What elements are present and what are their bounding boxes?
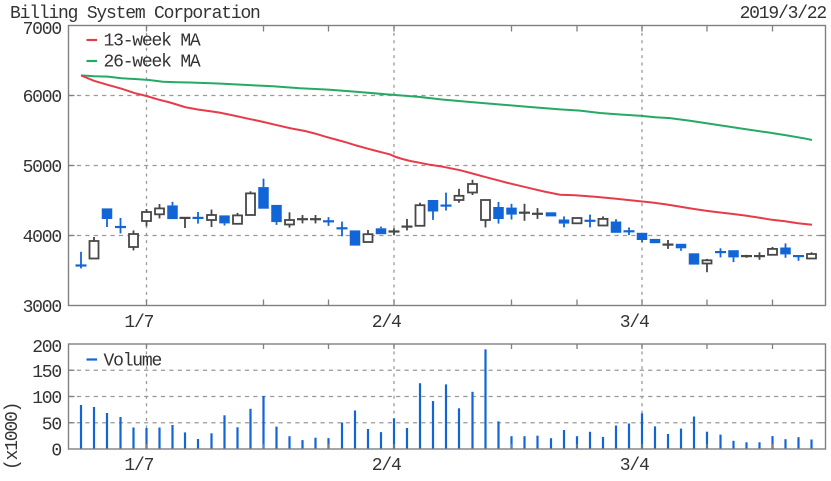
- svg-text:Billing System Corporation: Billing System Corporation: [10, 4, 260, 24]
- svg-text:150: 150: [32, 363, 61, 383]
- svg-text:0: 0: [51, 442, 61, 462]
- svg-text:2019/3/22: 2019/3/22: [740, 4, 827, 24]
- svg-text:3/4: 3/4: [620, 313, 649, 333]
- svg-text:2/4: 2/4: [372, 313, 401, 333]
- svg-text:50: 50: [42, 415, 62, 435]
- svg-text:Volume: Volume: [104, 352, 162, 372]
- svg-text:13-week MA: 13-week MA: [104, 32, 201, 52]
- svg-text:2/4: 2/4: [372, 456, 401, 476]
- svg-text:7000: 7000: [23, 20, 62, 40]
- svg-text:100: 100: [32, 389, 61, 409]
- svg-text:5000: 5000: [23, 158, 62, 178]
- svg-text:1/7: 1/7: [124, 313, 153, 333]
- svg-text:(x1000): (x1000): [3, 403, 23, 470]
- svg-text:4000: 4000: [23, 228, 62, 248]
- svg-text:26-week MA: 26-week MA: [104, 53, 201, 73]
- svg-text:3000: 3000: [23, 298, 62, 318]
- svg-text:200: 200: [32, 338, 61, 358]
- svg-text:6000: 6000: [23, 88, 62, 108]
- svg-text:3/4: 3/4: [620, 456, 649, 476]
- svg-text:1/7: 1/7: [124, 456, 153, 476]
